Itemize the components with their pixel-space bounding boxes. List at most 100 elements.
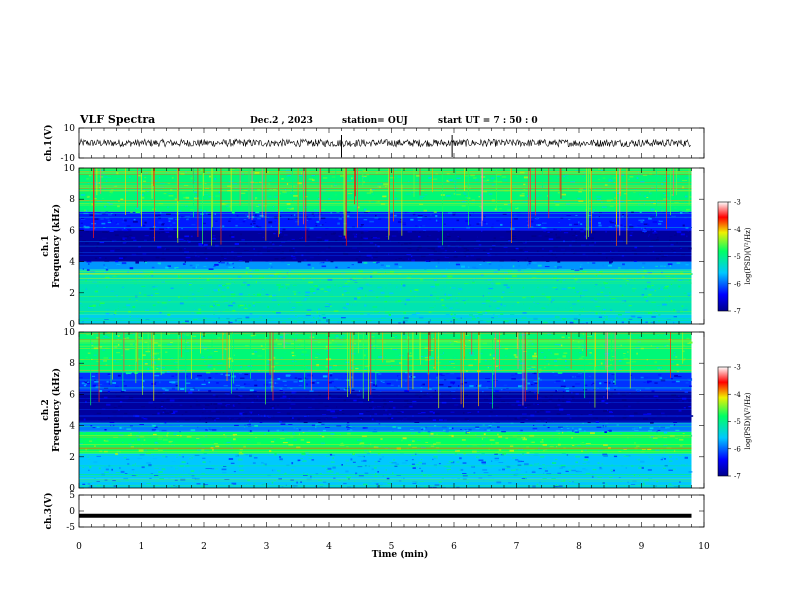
spectrum-cell [579, 352, 582, 354]
spectrum-cell [225, 374, 231, 377]
spectrum-cell [576, 291, 579, 293]
spectrum-cell [433, 211, 437, 213]
spectrum-cell [537, 397, 542, 398]
spectrum-cell [424, 355, 428, 358]
spectrum-cell [611, 374, 616, 376]
spectrum-cell [268, 247, 273, 249]
spectrum-cell [297, 418, 300, 421]
spectrum-cell [522, 297, 526, 299]
spectrum-cell [105, 257, 107, 259]
spectrum-cell [408, 274, 412, 276]
spectrum-cell [164, 452, 167, 454]
spectrum-cell [589, 352, 592, 354]
spectrum-cell [342, 237, 348, 239]
spectrum-cell [229, 321, 233, 324]
spectrum-cell [644, 366, 646, 368]
spectrum-cell [307, 235, 310, 238]
spectrum-cell [278, 478, 282, 480]
y-tick-label: 10 [64, 124, 76, 134]
spectrum-cell [151, 184, 155, 186]
spectrum-cell [274, 243, 277, 245]
spectrum-cell [682, 224, 685, 227]
spectrum-cell [506, 402, 509, 404]
spectrum-cell [445, 246, 448, 248]
spectrum-cell [655, 265, 658, 267]
spectrum-cell [445, 393, 450, 395]
spectrum-cell [682, 361, 686, 363]
spectrum-cell [300, 429, 303, 431]
spectrum-cell [500, 243, 505, 246]
spectrum-cell [574, 364, 577, 366]
spectrum-cell [342, 286, 345, 287]
spectrum-cell [677, 457, 681, 459]
spectrum-cell [682, 397, 687, 400]
spectrum-cell [557, 176, 560, 179]
spectrum-cell [268, 195, 272, 198]
spectrum-cell [324, 349, 329, 351]
spectrum-cell [129, 315, 131, 317]
spectrum-cell [486, 223, 488, 225]
spectrum-cell [655, 442, 658, 445]
spectrum-cell [505, 277, 509, 280]
spectrum-cell [542, 176, 547, 178]
spectrum-cell [450, 381, 456, 384]
spectrum-cell [125, 348, 130, 351]
spectrum-cell [522, 453, 525, 455]
spectrum-cell [352, 278, 355, 281]
spectrum-cell [249, 411, 253, 413]
spectrum-cell [495, 316, 498, 319]
spectrum-cell [111, 202, 115, 205]
spectrum-cell [238, 453, 244, 455]
spectrum-cell [524, 251, 529, 253]
spectrum-cell [535, 195, 540, 197]
spectrum-cell [529, 224, 535, 225]
spectrum-cell [273, 171, 275, 172]
ch1-waveform-panel: 10-10 [61, 124, 705, 164]
spectrum-cell [245, 454, 249, 456]
spectrum-cell [383, 399, 386, 401]
spectrum-cell [615, 192, 620, 194]
spectrum-cell [96, 172, 100, 174]
spectrum-cell [593, 250, 595, 253]
spectrum-cell [517, 372, 522, 374]
spectrum-cell [79, 368, 84, 370]
spectrum-cell [351, 177, 354, 180]
spectrum-cell [683, 317, 685, 320]
spectrum-cell [446, 463, 451, 464]
spectrum-cell [481, 461, 486, 464]
spectrum-cell [361, 349, 363, 351]
spectrum-cell [533, 403, 535, 406]
spectrum-cell [518, 460, 522, 463]
spectrum-cell [121, 221, 125, 223]
spectrum-cell [574, 291, 578, 293]
spectrum-cell [287, 174, 292, 177]
spectrum-cell [152, 458, 157, 460]
spectrum-cell [436, 433, 438, 435]
spectrum-cell [213, 313, 216, 315]
spectrum-cell [105, 364, 108, 366]
spectrum-cell [683, 465, 687, 467]
spectrum-cell [609, 205, 614, 207]
spectrum-cell [652, 308, 656, 311]
spectrum-cell [96, 426, 100, 428]
spectrum-cell [663, 431, 668, 434]
spectrum-cell [265, 293, 269, 295]
spectrum-cell [409, 387, 414, 389]
spectrum-cell [506, 286, 510, 289]
spectrum-cell [177, 209, 180, 211]
spectrum-cell [476, 258, 482, 261]
spectrum-cell [474, 397, 479, 399]
spectrum-cell [301, 299, 306, 302]
spectrum-cell [354, 235, 357, 238]
spectrum-cell [484, 359, 487, 362]
spectrum-cell [347, 180, 352, 182]
spectrum-cell [128, 298, 131, 300]
spectrum-cell [624, 249, 627, 251]
spectrum-cell [127, 463, 130, 465]
spectrum-cell [227, 251, 229, 254]
spectrum-cell [233, 354, 235, 356]
spectrum-cell [532, 470, 535, 472]
spectrum-cell [509, 338, 513, 340]
spectrum-cell [334, 387, 339, 390]
spectrum-cell [135, 261, 139, 264]
